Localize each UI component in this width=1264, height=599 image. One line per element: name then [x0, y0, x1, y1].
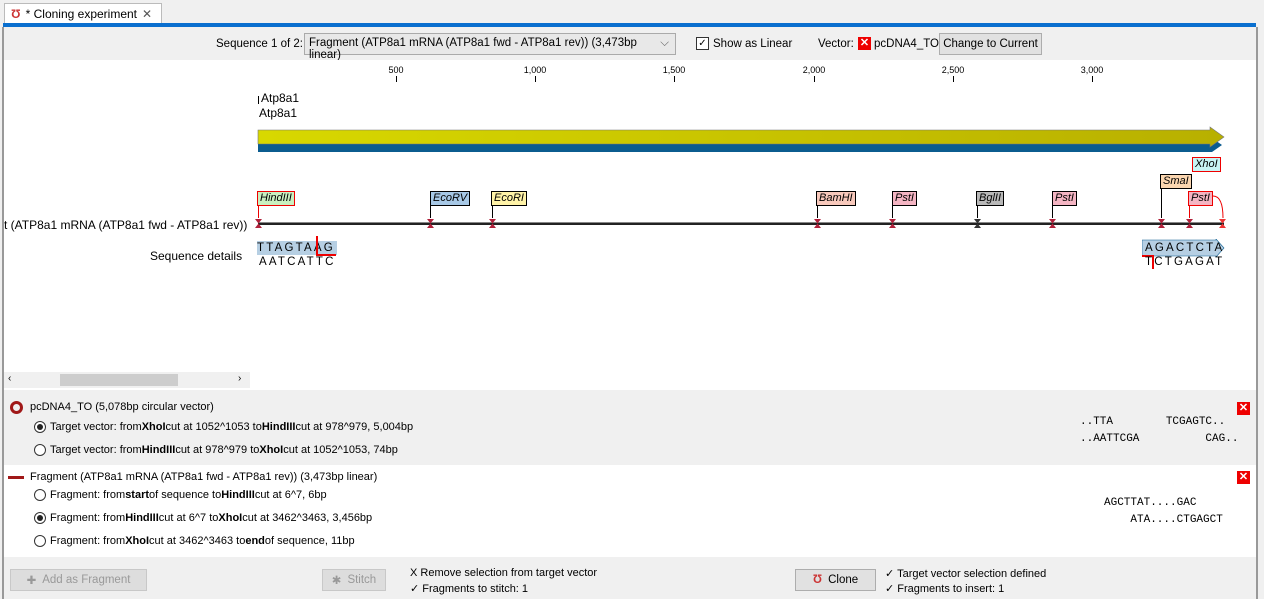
cut-site-marker [974, 219, 981, 228]
plus-icon: ✚ [26, 575, 37, 587]
tab-underline [3, 23, 1256, 27]
radio-button[interactable] [34, 489, 46, 501]
restriction-site-bglii[interactable]: BglII [976, 191, 1005, 206]
restriction-site-xhoi[interactable]: XhoI [1192, 157, 1221, 172]
circular-vector-icon [10, 401, 23, 414]
ruler-tick [535, 76, 536, 82]
cut-site-marker [1049, 219, 1056, 228]
scroll-thumb[interactable] [60, 374, 178, 386]
ruler-tick-label: 2,500 [941, 65, 965, 75]
radio-button[interactable] [34, 512, 46, 524]
vector-overhang-bottom: ..AATTCGA CAG.. [1080, 433, 1239, 445]
show-linear-checkbox[interactable]: ✓ [696, 37, 709, 50]
feature-label: Atp8a1 [259, 106, 298, 120]
clone-status: ✓ Target vector selection defined [885, 568, 1047, 580]
ruler-tick [674, 76, 675, 82]
feature-arrows[interactable] [256, 126, 1228, 152]
horizontal-scrollbar[interactable]: ‹ › [4, 372, 250, 388]
linear-fragment-icon [8, 476, 24, 479]
radio-button[interactable] [34, 421, 46, 433]
ruler-tick-label: 500 [388, 65, 404, 75]
remove-vector-icon[interactable]: ✕ [858, 37, 871, 50]
scroll-left-icon[interactable]: ‹ [8, 373, 12, 384]
cut-site-marker [1186, 219, 1193, 228]
detail-left-bottom: AATCATTC [259, 256, 336, 268]
detail-right-bottom: TCTGAGAT [1145, 256, 1225, 268]
restriction-site-bamhi[interactable]: BamHI [816, 191, 856, 206]
fragment-overhang-top: AGCTTAT....GAC [1104, 497, 1197, 509]
vector-label: Vector: [818, 38, 854, 50]
vector-title: pcDNA4_TO (5,078bp circular vector) [30, 401, 214, 413]
clone-button[interactable]: Ʊ Clone [795, 569, 876, 591]
fragment-title: Fragment (ATP8a1 mRNA (ATP8a1 fwd - ATP8… [30, 471, 378, 483]
cloning-icon: Ʊ [812, 574, 823, 586]
cut-site-marker [1158, 219, 1165, 228]
remove-fragment-icon[interactable]: ✕ [1237, 471, 1250, 484]
fragment-option[interactable]: Fragment: from start of sequence to Hind… [34, 489, 327, 501]
scroll-right-icon[interactable]: › [238, 373, 242, 384]
ruler-tick [814, 76, 815, 82]
radio-button[interactable] [34, 444, 46, 456]
chevron-down-icon: ⌵ [660, 37, 669, 49]
add-as-fragment-button[interactable]: ✚ Add as Fragment [10, 569, 147, 591]
close-tab-icon[interactable]: ✕ [142, 7, 153, 21]
show-linear-label: Show as Linear [713, 38, 793, 50]
sequence-details-label: Sequence details [150, 249, 243, 263]
ruler-tick-label: 1,000 [523, 65, 547, 75]
fragment-option[interactable]: Fragment: from XhoI cut at 3462^3463 to … [34, 535, 355, 547]
fragment-overhang-bottom: ATA....CTGAGCT [1104, 514, 1223, 526]
sequence-label: Sequence 1 of 2: [216, 38, 303, 50]
cut-site-marker [814, 219, 821, 228]
vector-panel: pcDNA4_TO (5,078bp circular vector) Targ… [4, 392, 1256, 464]
vector-overhang-top: ..TTA TCGAGTC.. [1080, 416, 1226, 428]
editor-frame [2, 27, 1258, 599]
stitch-icon: ✱ [331, 575, 342, 587]
restriction-site-ecori[interactable]: EcoRI [491, 191, 527, 206]
cut-site-marker [489, 219, 496, 228]
cut-site-marker [1219, 219, 1226, 228]
fragment-panel: Fragment (ATP8a1 mRNA (ATP8a1 fwd - ATP8… [4, 465, 1256, 557]
cloning-icon: Ʊ [11, 7, 21, 21]
restriction-site-hindiii[interactable]: HindIII [257, 191, 295, 206]
detail-left-top: TTAGTAAG [257, 241, 337, 255]
vector-name: pcDNA4_TO [874, 38, 939, 50]
stitch-status: ✓ Fragments to stitch: 1 [410, 583, 529, 595]
ruler-tick [953, 76, 954, 82]
radio-button[interactable] [34, 535, 46, 547]
change-to-current-button[interactable]: Change to Current [939, 33, 1042, 55]
fragment-option[interactable]: Fragment: from HindIII cut at 6^7 to Xho… [34, 512, 372, 524]
clone-status: ✓ Fragments to insert: 1 [885, 583, 1005, 595]
detail-right-top: AGACTCTA [1145, 242, 1225, 254]
stitch-button[interactable]: ✱ Stitch [322, 569, 386, 591]
stitch-status: X Remove selection from target vector [410, 567, 598, 579]
restriction-site-psti[interactable]: PstI [892, 191, 917, 206]
ruler-tick-label: 2,000 [802, 65, 826, 75]
vector-option[interactable]: Target vector: from XhoI cut at 1052^105… [34, 421, 413, 433]
ruler-tick [1092, 76, 1093, 82]
ruler-tick-label: 3,000 [1080, 65, 1104, 75]
remove-vector-icon[interactable]: ✕ [1237, 402, 1250, 415]
tab-cloning-experiment[interactable]: Ʊ * Cloning experiment ✕ [4, 3, 162, 24]
restriction-site-smai[interactable]: SmaI [1160, 174, 1192, 189]
cut-site-marker [255, 219, 262, 228]
restriction-site-psti[interactable]: PstI [1052, 191, 1077, 206]
sequence-select[interactable]: Fragment (ATP8a1 mRNA (ATP8a1 fwd - ATP8… [304, 33, 676, 61]
ruler-tick [396, 76, 397, 82]
restriction-site-psti[interactable]: PstI [1188, 191, 1213, 206]
vector-option[interactable]: Target vector: from HindIII cut at 978^9… [34, 444, 398, 456]
ruler-tick-label: 1,500 [662, 65, 686, 75]
forward-feature-arrow [257, 126, 1225, 148]
feature-label: Atp8a1 [261, 91, 300, 105]
sequence-name: t (ATP8a1 mRNA (ATP8a1 fwd - ATP8a1 rev)… [4, 218, 248, 232]
sequence-line [258, 222, 1224, 225]
sequence-map [4, 60, 1256, 390]
cut-site-marker [889, 219, 896, 228]
restriction-site-ecorv[interactable]: EcoRV [430, 191, 471, 206]
cut-site-marker [427, 219, 434, 228]
